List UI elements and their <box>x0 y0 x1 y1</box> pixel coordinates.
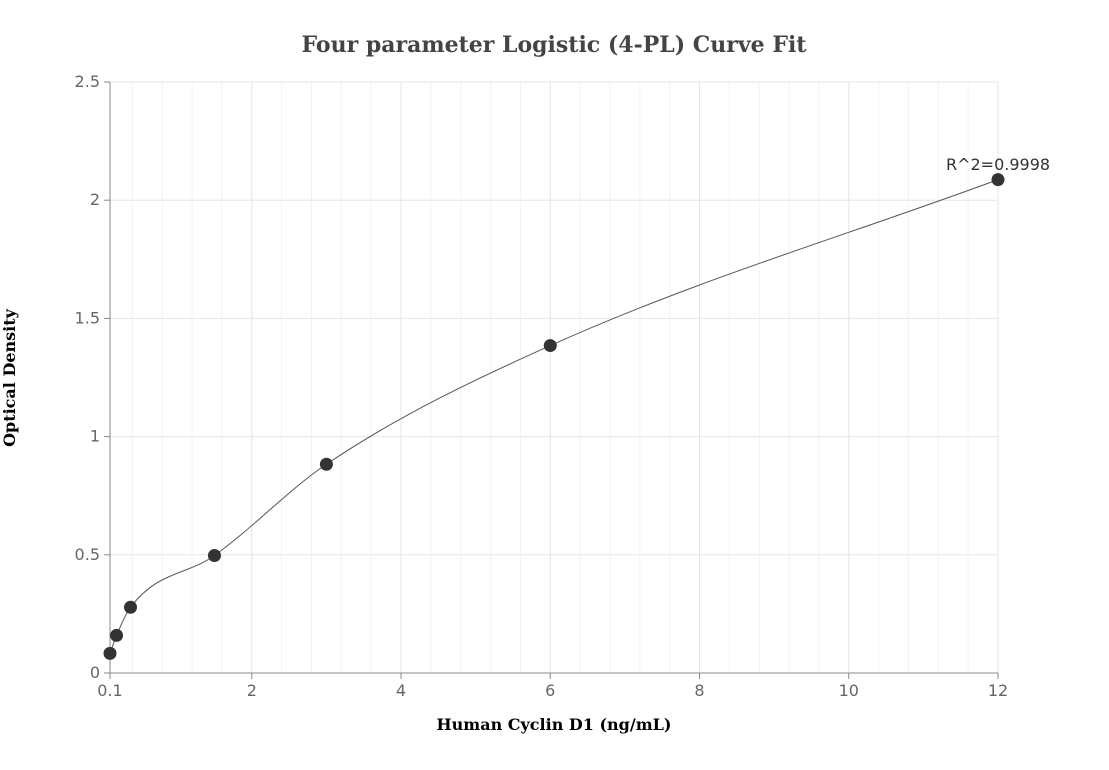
x-axis-title: Human Cyclin D1 (ng/mL) <box>437 715 672 734</box>
x-tick-label: 6 <box>545 681 555 700</box>
data-point <box>319 457 333 471</box>
data-point <box>543 339 557 353</box>
y-tick-label: 0.5 <box>75 545 100 564</box>
grid <box>109 81 999 674</box>
y-axis-title: Optical Density <box>0 308 19 447</box>
fit-curve <box>109 179 999 654</box>
x-tick-label: 10 <box>839 681 859 700</box>
data-point <box>124 600 138 614</box>
data-point <box>110 628 124 642</box>
y-tick-label: 1.5 <box>75 308 100 327</box>
data-point <box>207 549 221 563</box>
x-tick-label: 12 <box>988 681 1008 700</box>
fit-curve-layer <box>109 179 999 654</box>
chart-title: Four parameter Logistic (4-PL) Curve Fit <box>302 32 808 58</box>
y-tick-label: 1 <box>90 427 100 446</box>
x-tick-label: 0.1 <box>97 681 122 700</box>
y-tick-label: 2.5 <box>75 72 100 91</box>
y-tick-label: 2 <box>90 190 100 209</box>
r-squared-annotation: R^2=0.9998 <box>946 155 1050 174</box>
data-points <box>103 173 1005 660</box>
y-tick-label: 0 <box>90 663 100 682</box>
axes <box>104 81 999 679</box>
data-point <box>991 173 1005 187</box>
x-tick-label: 4 <box>396 681 406 700</box>
x-tick-label: 8 <box>694 681 704 700</box>
data-point <box>103 646 117 660</box>
x-tick-label: 2 <box>247 681 257 700</box>
tick-labels: 0.1 2 4 6 8 10 12 0 0.5 1 1.5 2 2.5 <box>75 72 1009 700</box>
